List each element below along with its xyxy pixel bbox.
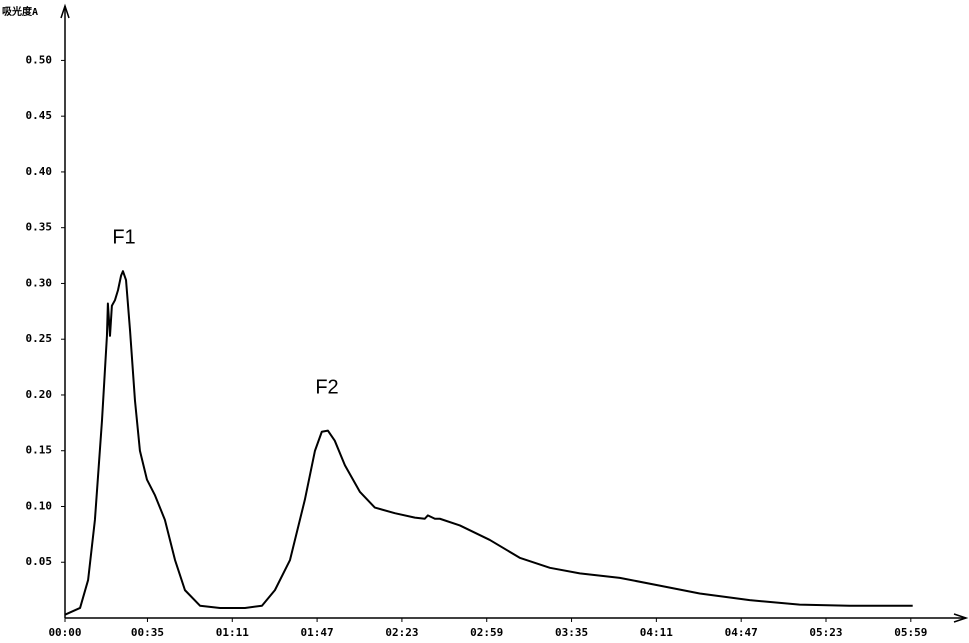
y-tick-label: 0.20	[26, 388, 53, 401]
x-tick-label: 05:59	[894, 626, 927, 639]
y-tick-label: 0.25	[26, 332, 53, 345]
y-tick-label: 0.15	[26, 444, 53, 457]
x-tick-label: 04:47	[725, 626, 758, 639]
y-tick-label: 0.05	[26, 555, 53, 568]
y-tick-label: 0.40	[26, 165, 53, 178]
peak-label: F2	[315, 376, 338, 398]
y-tick-label: 0.10	[26, 499, 53, 512]
x-tick-label: 00:00	[48, 626, 81, 639]
x-tick-label: 05:23	[809, 626, 842, 639]
y-tick-label: 0.50	[26, 53, 53, 66]
x-tick-label: 01:47	[301, 626, 334, 639]
x-tick-label: 01:11	[216, 626, 249, 639]
chart: 吸光度A F1 F2 0.05 0.10 0.15 0.20 0.25 0.30 0.35 0…	[0, 0, 969, 643]
y-tick-label: 0.45	[26, 109, 53, 122]
data-line	[65, 271, 913, 614]
page: {"chart_data": {"type": "line", "y_label…	[0, 0, 969, 643]
y-tick-label: 0.35	[26, 221, 53, 234]
x-tick-label: 02:59	[470, 626, 503, 639]
x-tick-label: 04:11	[640, 626, 673, 639]
x-tick-label: 02:23	[385, 626, 418, 639]
y-tick-label: 0.30	[26, 276, 53, 289]
x-tick-label: 03:35	[555, 626, 588, 639]
y-axis-label: 吸光度A	[2, 5, 38, 18]
x-tick-label: 00:35	[131, 626, 164, 639]
peak-label: F1	[112, 226, 135, 248]
